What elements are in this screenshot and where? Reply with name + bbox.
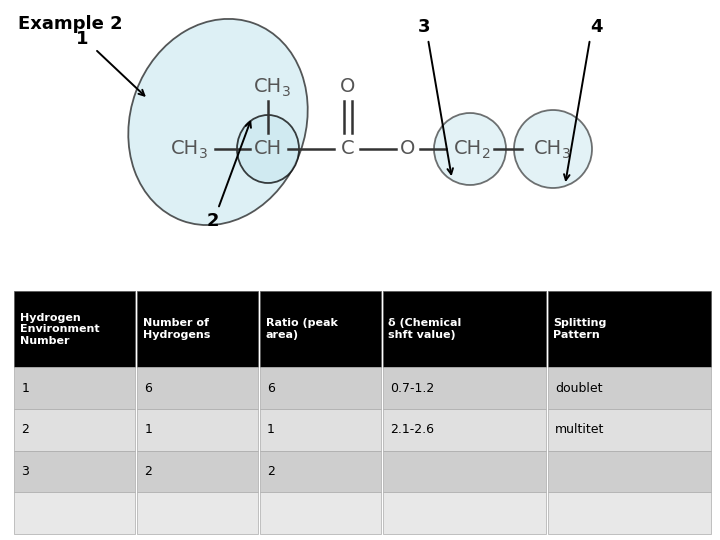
FancyBboxPatch shape — [137, 409, 258, 450]
FancyBboxPatch shape — [383, 492, 546, 534]
FancyBboxPatch shape — [260, 409, 381, 450]
FancyBboxPatch shape — [548, 292, 711, 367]
Text: CH: CH — [454, 139, 482, 159]
Text: 2: 2 — [22, 423, 30, 436]
FancyBboxPatch shape — [383, 450, 546, 492]
Text: 2: 2 — [144, 465, 152, 478]
Ellipse shape — [128, 19, 307, 225]
FancyBboxPatch shape — [260, 367, 381, 409]
Text: 3: 3 — [199, 147, 207, 161]
FancyBboxPatch shape — [137, 492, 258, 534]
FancyBboxPatch shape — [383, 409, 546, 450]
Text: multitet: multitet — [555, 423, 604, 436]
Text: CH: CH — [534, 139, 562, 159]
Text: 1: 1 — [22, 382, 30, 395]
FancyBboxPatch shape — [383, 292, 546, 367]
Text: 2: 2 — [482, 147, 490, 161]
Text: Number of
Hydrogens: Number of Hydrogens — [143, 319, 210, 340]
FancyBboxPatch shape — [137, 450, 258, 492]
Text: 3: 3 — [282, 85, 290, 99]
Text: δ (Chemical
shft value): δ (Chemical shft value) — [389, 319, 462, 340]
FancyBboxPatch shape — [383, 367, 546, 409]
FancyBboxPatch shape — [548, 492, 711, 534]
Text: Hydrogen
Environment
Number: Hydrogen Environment Number — [20, 313, 99, 346]
Text: 2: 2 — [207, 212, 220, 230]
FancyBboxPatch shape — [14, 367, 135, 409]
Ellipse shape — [434, 113, 506, 185]
Text: 0.7-1.2: 0.7-1.2 — [390, 382, 434, 395]
Text: 1: 1 — [267, 423, 275, 436]
Text: Example 2: Example 2 — [18, 15, 122, 33]
Text: Splitting
Pattern: Splitting Pattern — [554, 319, 607, 340]
FancyBboxPatch shape — [137, 367, 258, 409]
Text: CH: CH — [171, 139, 199, 159]
FancyBboxPatch shape — [14, 450, 135, 492]
FancyBboxPatch shape — [260, 450, 381, 492]
Text: 6: 6 — [267, 382, 275, 395]
Ellipse shape — [514, 110, 592, 188]
Text: 2: 2 — [267, 465, 275, 478]
Text: 2.1-2.6: 2.1-2.6 — [390, 423, 434, 436]
Text: 3: 3 — [418, 18, 431, 36]
Text: O: O — [400, 139, 415, 159]
FancyBboxPatch shape — [548, 450, 711, 492]
Text: 1: 1 — [76, 30, 89, 48]
Text: 4: 4 — [590, 18, 602, 36]
Text: Ratio (peak
area): Ratio (peak area) — [266, 319, 338, 340]
FancyBboxPatch shape — [137, 292, 258, 367]
Text: C: C — [341, 139, 355, 159]
FancyBboxPatch shape — [14, 292, 135, 367]
FancyBboxPatch shape — [260, 492, 381, 534]
FancyBboxPatch shape — [14, 492, 135, 534]
Text: 3: 3 — [562, 147, 570, 161]
Text: 3: 3 — [22, 465, 30, 478]
Text: CH: CH — [254, 78, 282, 97]
FancyBboxPatch shape — [548, 409, 711, 450]
Text: doublet: doublet — [555, 382, 603, 395]
FancyBboxPatch shape — [14, 409, 135, 450]
Text: 6: 6 — [144, 382, 152, 395]
Text: 1: 1 — [144, 423, 152, 436]
Ellipse shape — [237, 115, 299, 183]
Text: CH: CH — [254, 139, 282, 159]
FancyBboxPatch shape — [260, 292, 381, 367]
Text: O: O — [341, 78, 356, 97]
FancyBboxPatch shape — [548, 367, 711, 409]
